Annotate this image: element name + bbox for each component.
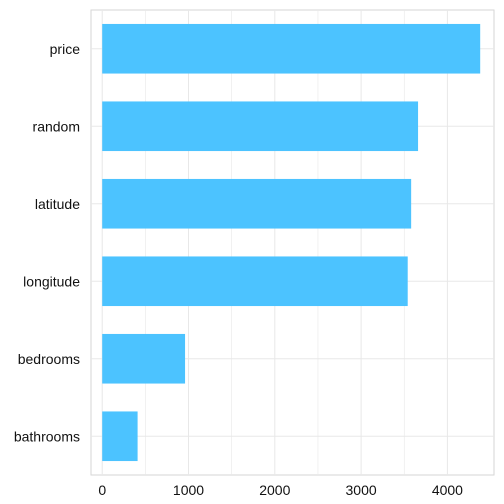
x-tick-label: 1000: [173, 482, 204, 498]
x-tick-label: 3000: [346, 482, 377, 498]
bar-random: [102, 101, 419, 152]
x-tick-label: 2000: [259, 482, 290, 498]
y-tick-label-latitude: latitude: [35, 196, 80, 212]
bar-latitude: [102, 178, 412, 229]
grid-layer: [91, 10, 494, 475]
plot-panel-border: [90, 9, 495, 476]
bar-bedrooms: [102, 333, 186, 384]
y-tick-label-bedrooms: bedrooms: [18, 351, 80, 367]
x-tick-label: 4000: [432, 482, 463, 498]
bar-longitude: [102, 256, 408, 307]
x-tick-label: 0: [98, 482, 106, 498]
x-axis-labels: 0 1000 2000 3000 4000: [98, 482, 463, 498]
bar-price: [102, 23, 481, 74]
y-tick-label-price: price: [50, 41, 81, 57]
bar-bathrooms: [102, 411, 138, 462]
bars-layer: [102, 23, 481, 462]
y-tick-label-longitude: longitude: [23, 273, 80, 289]
y-axis-labels: price random latitude longitude bedrooms bath…: [14, 41, 80, 445]
y-tick-label-bathrooms: bathrooms: [14, 428, 80, 444]
y-tick-label-random: random: [33, 118, 80, 134]
